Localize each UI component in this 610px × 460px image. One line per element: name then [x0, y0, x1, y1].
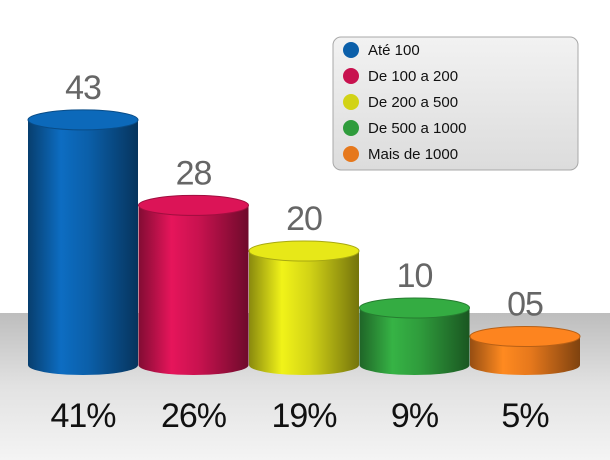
legend-box	[332, 36, 579, 171]
bar	[28, 119, 138, 366]
bar-top	[469, 326, 581, 347]
legend-label: Até 100	[368, 42, 420, 59]
percent-label: 26%	[161, 397, 227, 435]
legend-marker	[343, 146, 359, 162]
legend-marker	[343, 120, 359, 136]
legend-label: De 200 a 500	[368, 94, 458, 111]
legend-marker	[343, 68, 359, 84]
value-label: 10	[397, 257, 433, 295]
legend-marker	[343, 94, 359, 110]
percent-label: 5%	[501, 397, 549, 435]
bar-top	[359, 297, 470, 319]
value-label: 05	[507, 285, 543, 323]
value-label: 43	[65, 69, 101, 107]
bar-top	[27, 109, 139, 131]
legend-label: De 100 a 200	[368, 68, 458, 85]
legend-marker	[343, 42, 359, 58]
legend-label: Mais de 1000	[368, 146, 458, 163]
percent-label: 19%	[271, 397, 337, 435]
bar-top	[138, 194, 249, 216]
percent-label: 9%	[391, 397, 439, 435]
bar	[138, 205, 249, 365]
percent-label: 41%	[50, 397, 116, 435]
bar	[249, 251, 359, 365]
legend-label: De 500 a 1000	[368, 120, 466, 137]
bar-top	[248, 240, 360, 262]
value-label: 28	[176, 154, 212, 192]
value-label: 20	[286, 200, 322, 238]
